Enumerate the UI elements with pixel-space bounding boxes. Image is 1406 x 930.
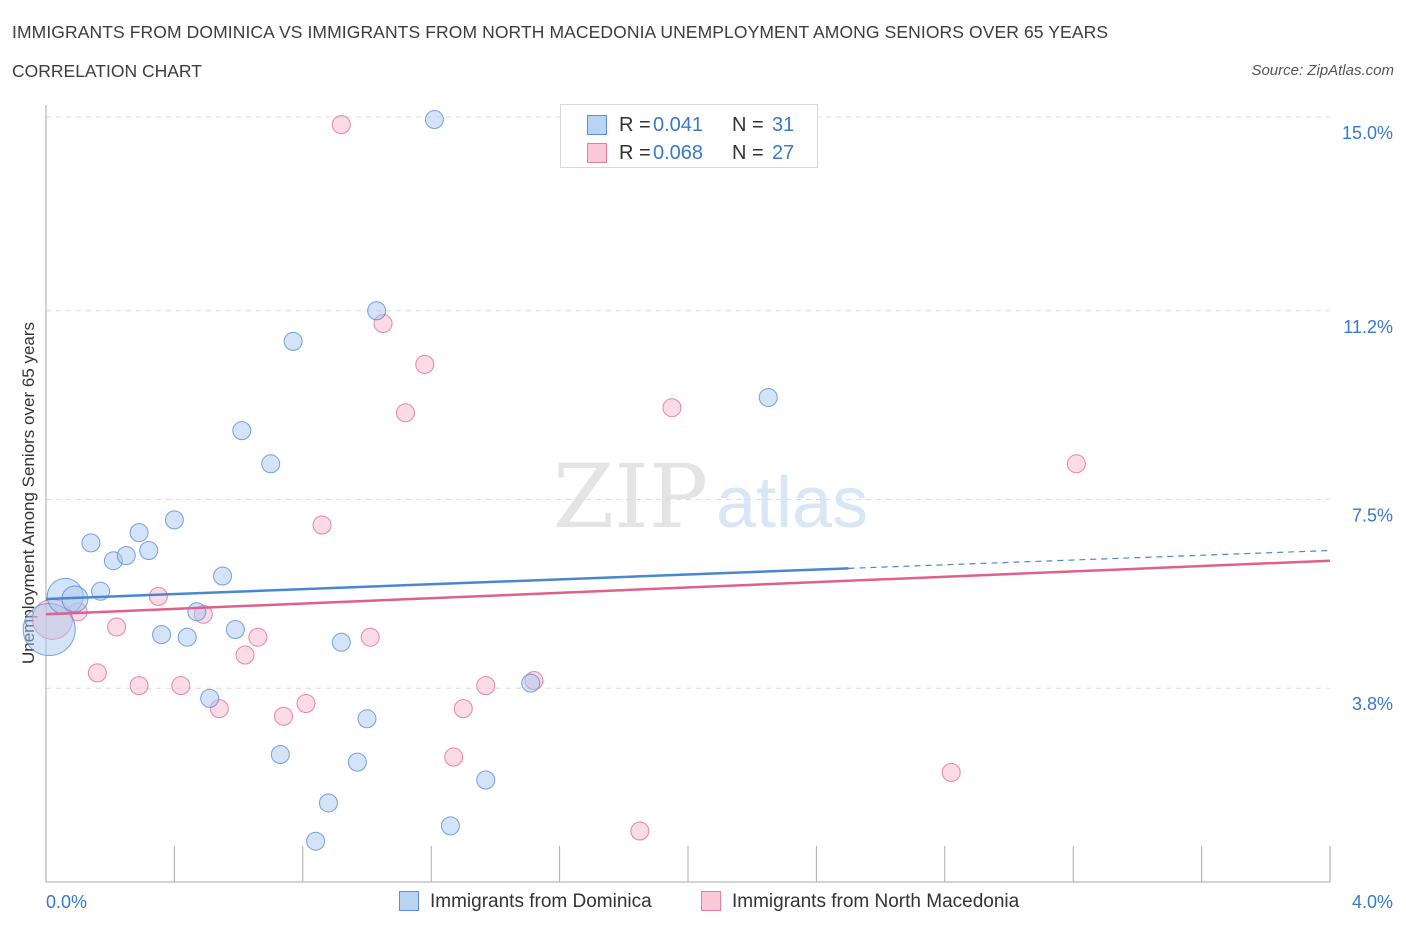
x-tick-label-right: 4.0%	[1352, 892, 1393, 912]
dominica-n-value: 31	[772, 114, 795, 136]
dominica-point-14	[213, 566, 233, 586]
north-macedonia-point-11	[274, 706, 294, 726]
dominica-point-29	[521, 673, 541, 693]
dominica-point-27	[440, 816, 460, 836]
north-macedonia-point-26	[1066, 454, 1086, 474]
north-macedonia-point-13	[312, 515, 332, 535]
source-label: Source: ZipAtlas.com	[1251, 62, 1394, 79]
legend-dominica-label: Immigrants from Dominica	[430, 891, 652, 912]
north-macedonia-point-2	[87, 663, 107, 683]
north-macedonia-n-value: 27	[772, 142, 795, 164]
dominica-point-23	[347, 752, 367, 772]
dominica-point-9	[152, 625, 172, 645]
legend-dominica-swatch	[399, 891, 419, 911]
dominica-trend-extension	[848, 549, 1331, 569]
dominica-point-25	[367, 301, 387, 321]
x-tick-labels: 0.0% 4.0%	[46, 892, 1393, 912]
north-macedonia-r-value: 0.068	[653, 142, 704, 164]
dominica-point-24	[357, 709, 377, 729]
dominica-point-19	[283, 331, 303, 351]
north-macedonia-point-4	[129, 676, 149, 696]
north-macedonia-point-14	[331, 115, 351, 135]
series-dominica-points	[22, 110, 778, 851]
x-tick-label-left: 0.0%	[46, 892, 87, 912]
chart-title: IMMIGRANTS FROM DOMINICA VS IMMIGRANTS F…	[12, 22, 1109, 42]
dominica-point-22	[331, 632, 351, 652]
north-macedonia-point-10	[248, 627, 268, 647]
north-macedonia-point-18	[415, 354, 435, 374]
dominica-point-11	[177, 627, 197, 647]
dominica-point-12	[187, 602, 207, 622]
watermark-atlas: atlas	[716, 463, 868, 543]
north-macedonia-point-12	[296, 694, 316, 713]
dominica-point-21	[318, 793, 338, 813]
legend-north-macedonia-label: Immigrants from North Macedonia	[732, 891, 1020, 912]
north-macedonia-point-19	[444, 747, 464, 767]
dominica-point-30	[758, 388, 778, 407]
dominica-point-13	[200, 688, 220, 708]
dominica-point-18	[270, 745, 290, 764]
dominica-n-label: N =	[732, 114, 764, 136]
dominica-point-20	[306, 831, 326, 851]
dominica-point-3	[81, 533, 101, 553]
north-macedonia-point-25	[941, 762, 961, 782]
y-tick-label-1: 7.5%	[1352, 506, 1393, 526]
dominica-swatch	[587, 115, 607, 135]
north-macedonia-swatch	[587, 143, 607, 163]
north-macedonia-point-3	[107, 617, 127, 637]
gridlines	[46, 116, 1330, 689]
north-macedonia-point-20	[453, 699, 473, 719]
dominica-r-label: R =	[619, 114, 651, 136]
dominica-point-6	[116, 546, 136, 566]
north-macedonia-point-5	[148, 586, 168, 606]
north-macedonia-point-15	[360, 627, 380, 647]
north-macedonia-point-23	[630, 821, 650, 841]
y-tick-label-0: 3.8%	[1352, 694, 1393, 714]
dominica-point-15	[225, 620, 245, 640]
stats-legend: R = 0.041 N = 31 R = 0.068 N = 27	[560, 104, 818, 168]
north-macedonia-point-9	[235, 645, 255, 665]
dominica-point-16	[232, 421, 252, 441]
y-axis-label: Unemployment Among Seniors over 65 years	[19, 322, 38, 664]
y-tick-label-2: 11.2%	[1343, 317, 1393, 337]
dominica-point-28	[476, 770, 496, 790]
dominica-point-17	[261, 454, 281, 474]
watermark-zip: ZIP	[553, 445, 708, 548]
trend-lines	[45, 549, 1331, 616]
north-macedonia-r-label: R =	[619, 142, 651, 164]
dominica-point-8	[139, 541, 159, 560]
chart-subtitle: CORRELATION CHART	[12, 61, 202, 81]
y-tick-labels: 3.8% 7.5% 11.2% 15.0%	[1342, 123, 1393, 714]
north-macedonia-point-17	[396, 403, 416, 423]
dominica-point-26	[424, 110, 444, 130]
watermark: ZIP atlas	[553, 445, 868, 548]
north-macedonia-point-24	[662, 398, 682, 418]
north-macedonia-trend-line	[45, 559, 1331, 616]
legend-north-macedonia-swatch	[701, 891, 721, 911]
north-macedonia-point-21	[476, 676, 496, 696]
dominica-point-10	[164, 510, 184, 530]
dominica-point-7	[129, 523, 149, 543]
axes	[45, 105, 1331, 883]
north-macedonia-point-6	[171, 676, 191, 696]
y-tick-label-3: 15.0%	[1342, 123, 1393, 143]
dominica-trend-line	[45, 567, 849, 601]
dominica-r-value: 0.041	[653, 114, 704, 136]
north-macedonia-n-label: N =	[732, 142, 764, 164]
